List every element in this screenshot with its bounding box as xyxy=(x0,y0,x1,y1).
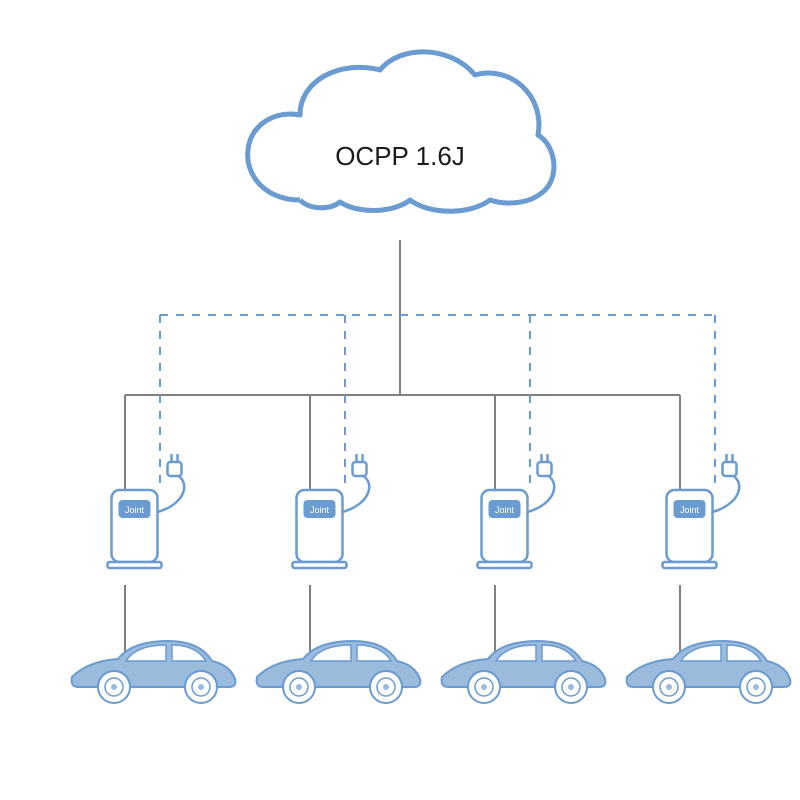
cloud-label: OCPP 1.6J xyxy=(335,141,465,171)
cloud-icon: OCPP 1.6J xyxy=(248,52,554,211)
charger-screen-label: Joint xyxy=(125,505,145,515)
charger-icon: Joint xyxy=(108,454,185,568)
charger-screen-label: Joint xyxy=(310,505,330,515)
car-row xyxy=(72,641,791,703)
charger-screen-label: Joint xyxy=(680,505,700,515)
charger-row: Joint Joint Joint Joint xyxy=(108,454,740,568)
charger-icon: Joint xyxy=(663,454,740,568)
car-icon xyxy=(627,641,791,703)
ocpp-topology-diagram: OCPP 1.6J Joint Joint Joint Joint xyxy=(0,0,800,800)
connection-lines xyxy=(125,240,715,655)
charger-icon: Joint xyxy=(293,454,370,568)
car-icon xyxy=(72,641,236,703)
charger-screen-label: Joint xyxy=(495,505,515,515)
car-icon xyxy=(442,641,606,703)
charger-icon: Joint xyxy=(478,454,555,568)
car-icon xyxy=(257,641,421,703)
